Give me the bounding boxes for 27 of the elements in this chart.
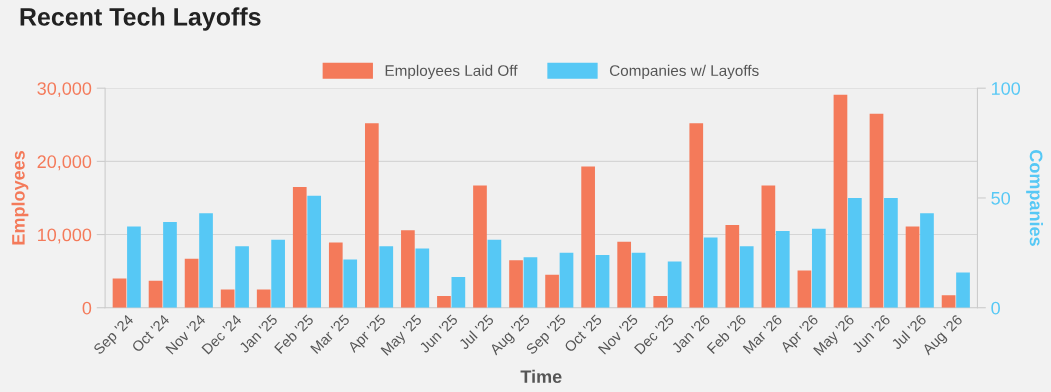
legend-label: Employees Laid Off	[385, 64, 518, 80]
bar	[163, 222, 177, 308]
y2-tick-label: 0	[991, 301, 1000, 315]
bar	[271, 239, 285, 308]
x-axis-title: Time	[520, 369, 562, 384]
bar	[581, 166, 595, 308]
y-tick-label: 20,000	[37, 155, 92, 171]
bar	[365, 123, 379, 308]
bar	[956, 272, 970, 308]
bar	[653, 296, 668, 308]
bar	[235, 246, 249, 308]
legend-label: Companies w/ Layoffs	[609, 64, 759, 80]
bar	[256, 289, 271, 308]
bar	[127, 226, 141, 308]
bar	[667, 261, 682, 308]
y2-tick-label: 50	[991, 191, 1010, 205]
y-tick-label: 10,000	[38, 228, 92, 244]
bar	[811, 228, 826, 308]
chart-title: Recent Tech Layoffs	[20, 7, 261, 31]
bar	[689, 123, 704, 308]
y-tick-label: 30,000	[37, 82, 92, 98]
y2-tick-label: 100	[992, 82, 1021, 95]
y-axis-title: Employees	[11, 151, 29, 245]
bar	[220, 289, 235, 308]
y-tick-label: 0	[82, 301, 92, 315]
y2-axis-title: Companies	[1026, 150, 1043, 246]
bar	[451, 276, 466, 308]
